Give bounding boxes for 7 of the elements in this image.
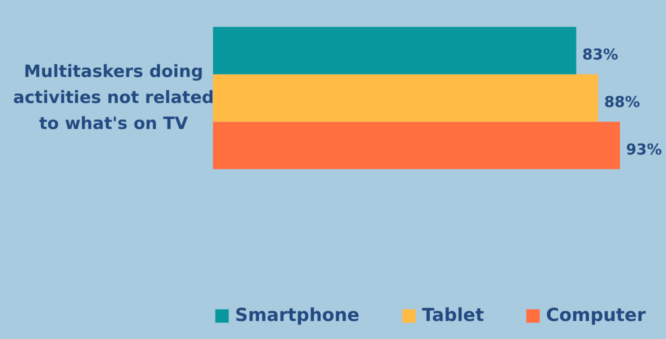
data-label: 93% <box>626 140 662 158</box>
data-label: 88% <box>604 93 640 111</box>
legend-label: Tablet <box>422 305 484 326</box>
legend-label: Computer <box>546 305 646 326</box>
y-tick-label: Multitaskers doing activities not related to what's on TV <box>13 62 214 134</box>
data-label: 83% <box>582 46 618 64</box>
legend-label: Smartphone <box>235 305 360 326</box>
